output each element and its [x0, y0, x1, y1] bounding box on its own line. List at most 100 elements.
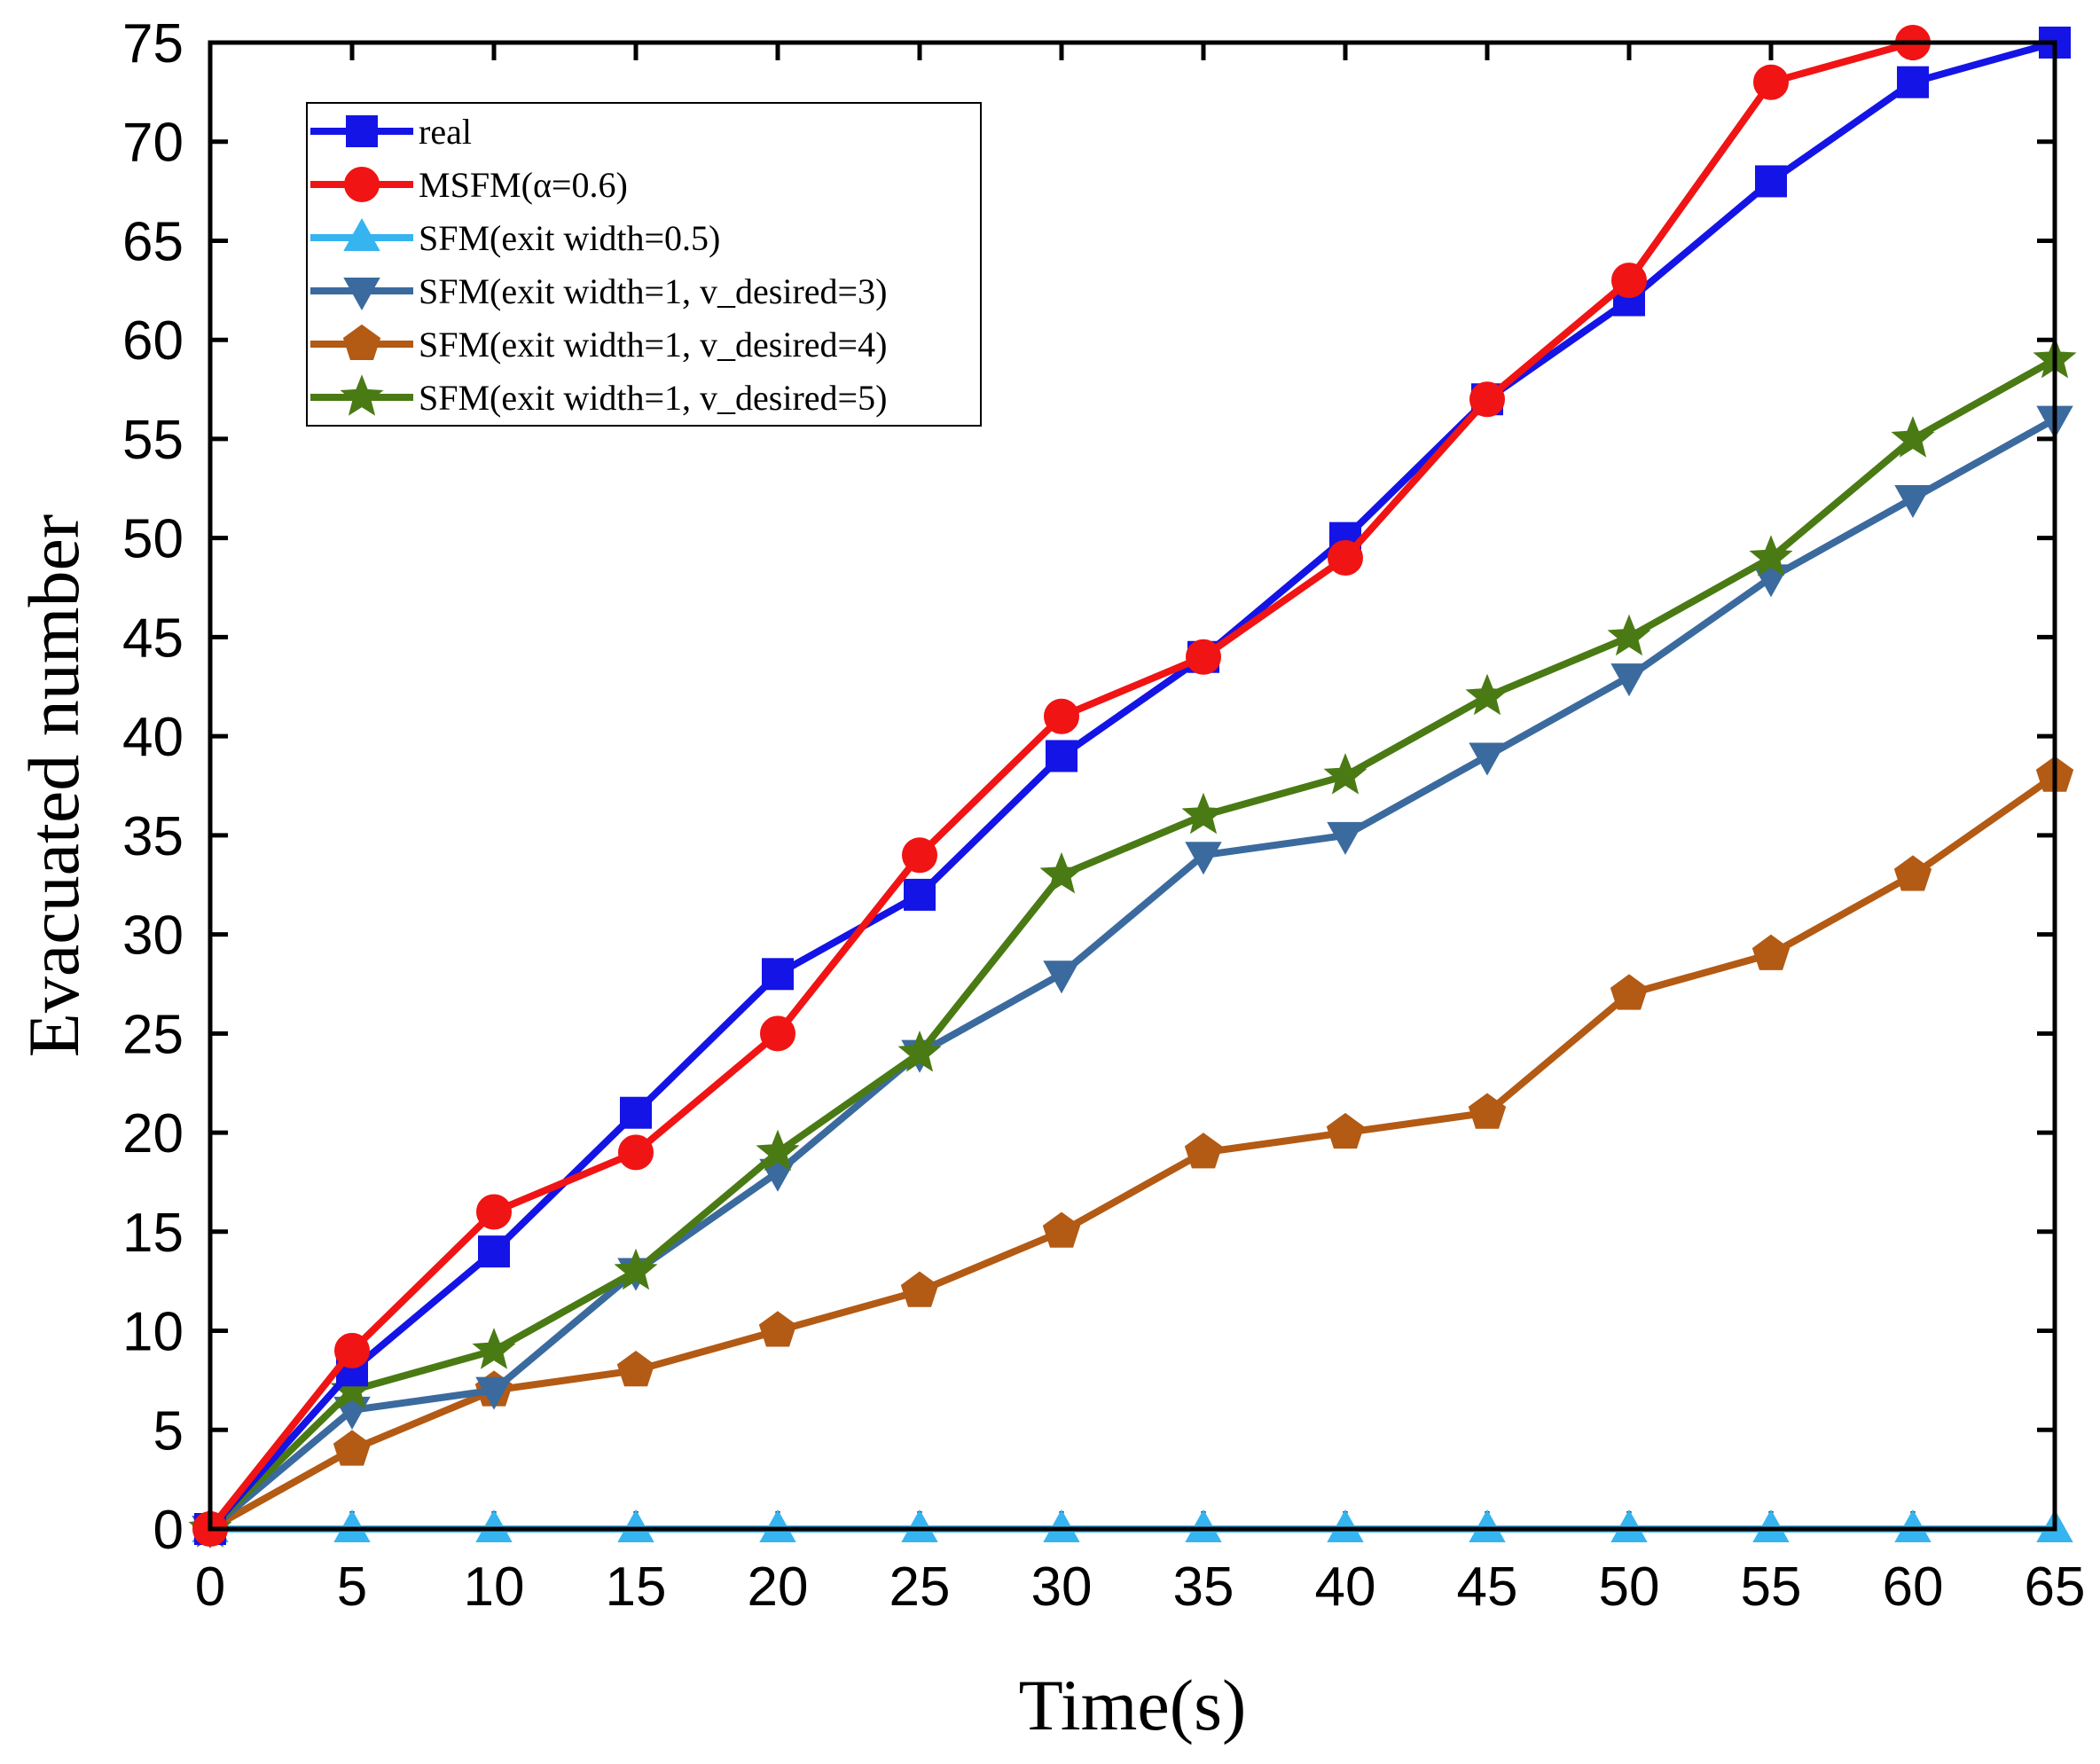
series-line: [208, 39, 2057, 1532]
data-point: [1897, 66, 1929, 98]
data-point: [475, 1509, 513, 1542]
x-tick-label: 25: [889, 1556, 951, 1618]
data-point: [476, 1194, 512, 1230]
data-point: [1610, 663, 1648, 697]
x-tick-label: 30: [1031, 1556, 1093, 1618]
data-point: [1468, 1093, 1507, 1129]
legend-entry: MSFM(α=0.6): [310, 165, 628, 205]
x-tick-label: 15: [606, 1556, 667, 1618]
series-line: [208, 357, 2057, 1532]
data-point: [478, 1235, 510, 1268]
data-point: [904, 878, 936, 911]
data-point: [1755, 165, 1787, 198]
y-tick-label: 5: [153, 1400, 184, 1462]
data-point: [1186, 639, 1221, 675]
data-point: [759, 1509, 796, 1542]
y-tick-label: 25: [122, 1004, 184, 1065]
legend-entry: real: [310, 112, 472, 152]
x-tick-label: 35: [1173, 1556, 1234, 1618]
data-point: [475, 1376, 513, 1410]
y-tick-label: 0: [153, 1500, 184, 1561]
data-point: [1751, 934, 1790, 970]
y-tick-label: 35: [122, 806, 184, 867]
data-point: [1752, 564, 1790, 598]
data-point: [616, 1350, 655, 1387]
x-tick-label: 5: [337, 1556, 367, 1618]
data-point: [1328, 540, 1363, 576]
x-tick-label: 40: [1315, 1556, 1376, 1618]
data-point: [1039, 851, 1084, 894]
data-point: [1610, 1509, 1648, 1542]
data-point: [1185, 1509, 1222, 1542]
data-point: [897, 1030, 942, 1072]
data-point: [756, 1129, 800, 1172]
y-tick-label: 45: [122, 608, 184, 669]
legend-label: real: [419, 112, 472, 152]
data-point: [1046, 740, 1077, 772]
data-point: [334, 1332, 370, 1368]
data-point: [472, 1328, 516, 1369]
legend-entry: SFM(exit width=1, v_desired=5): [310, 374, 887, 418]
legend-entry: SFM(exit width=1, v_desired=4): [310, 324, 887, 365]
data-point: [1611, 263, 1647, 299]
legend-label: SFM(exit width=1, v_desired=5): [419, 378, 887, 418]
data-point: [901, 1509, 938, 1542]
legend-marker: [346, 115, 378, 147]
legend-label: MSFM(α=0.6): [419, 165, 628, 205]
series-line: [208, 416, 2057, 1533]
data-point: [333, 1509, 371, 1542]
y-tick-label: 40: [122, 707, 184, 768]
data-point: [1891, 416, 1935, 458]
data-point: [620, 1096, 652, 1129]
legend-label: SFM(exit width=0.5): [419, 218, 720, 258]
x-tick-label: 10: [464, 1556, 525, 1618]
data-point: [1323, 753, 1367, 795]
data-point: [1044, 698, 1079, 734]
x-tick-label: 55: [1741, 1556, 1802, 1618]
legend-marker: [343, 217, 380, 251]
series-3: [192, 405, 2073, 1549]
y-tick-label: 10: [122, 1302, 184, 1363]
y-tick-label: 60: [122, 310, 184, 372]
data-point: [1469, 1509, 1506, 1542]
data-point: [1752, 1509, 1790, 1542]
data-point: [1043, 1509, 1080, 1542]
legend-marker: [344, 167, 380, 202]
data-point: [1327, 821, 1364, 855]
plot-frame: [208, 40, 2057, 1532]
x-tick-label: 20: [748, 1556, 809, 1618]
legend-entry: SFM(exit width=0.5): [310, 217, 720, 258]
data-point: [760, 1015, 795, 1052]
y-tick-label: 75: [122, 13, 184, 74]
x-tick-label: 45: [1457, 1556, 1518, 1618]
legend-marker: [343, 278, 380, 311]
series-2: [192, 1509, 2073, 1542]
y-tick-label: 70: [122, 113, 184, 174]
data-point: [1894, 484, 1932, 519]
legend-label: SFM(exit width=1, v_desired=3): [419, 271, 887, 311]
y-tick-label: 15: [122, 1203, 184, 1264]
data-point: [618, 1134, 654, 1171]
x-axis-title: Time(s): [1019, 1665, 1247, 1745]
legend-label: SFM(exit width=1, v_desired=4): [419, 325, 887, 365]
y-tick-label: 55: [122, 410, 184, 471]
series-line: [208, 772, 2057, 1533]
data-point: [758, 1311, 797, 1347]
legend-box: [306, 102, 982, 427]
data-point: [1042, 1211, 1081, 1248]
data-point: [1469, 381, 1505, 418]
data-point: [1610, 974, 1649, 1010]
data-point: [1181, 792, 1226, 835]
series-4: [191, 756, 2074, 1545]
y-tick-label: 20: [122, 1103, 184, 1164]
legend: real MSFM(α=0.6) SFM(exit width=0.5) SFM(ex…: [306, 102, 982, 427]
y-tick-label: 30: [122, 906, 184, 967]
legend-marker: [340, 374, 384, 416]
data-point: [614, 1248, 658, 1290]
legend-marker: [342, 324, 381, 360]
x-tick-label: 65: [2025, 1556, 2086, 1618]
series-1: [192, 25, 1931, 1547]
data-point: [617, 1509, 654, 1542]
data-point: [1043, 960, 1080, 994]
